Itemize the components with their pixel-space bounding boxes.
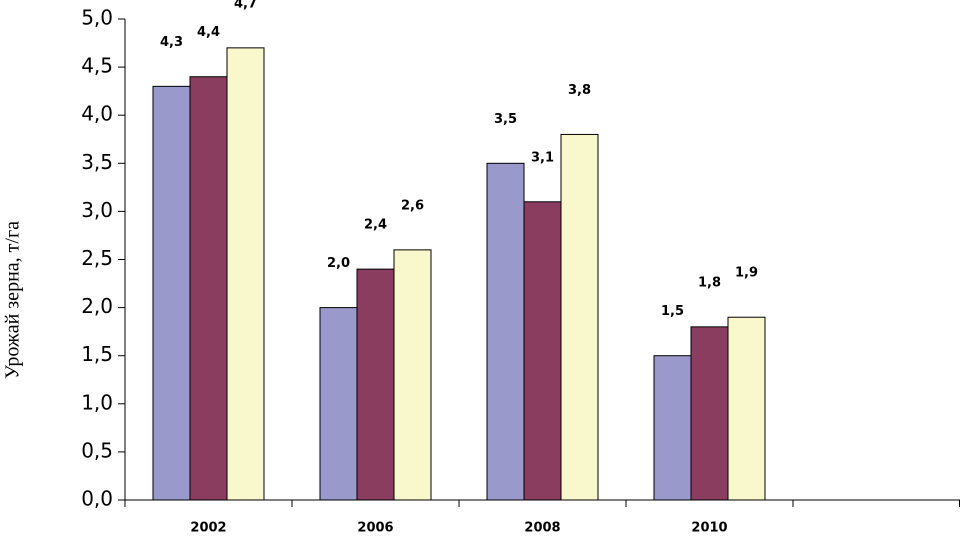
y-tick-label: 2,5	[81, 246, 113, 270]
value-label: 3,8	[568, 83, 591, 98]
value-label: 2,6	[401, 198, 424, 213]
value-label: 2,4	[364, 218, 387, 233]
value-label: 4,3	[160, 35, 183, 50]
value-label: 1,8	[698, 275, 721, 290]
bar	[393, 249, 432, 501]
bar	[486, 162, 525, 501]
bar	[356, 268, 395, 501]
y-axis-label: Урожай зерна, т/га	[2, 221, 24, 379]
x-tick-label: 2010	[691, 521, 727, 536]
y-tick-label: 3,5	[81, 150, 113, 174]
value-label: 4,4	[197, 25, 220, 40]
y-tick-label: 3,0	[81, 198, 113, 222]
bar	[690, 326, 729, 501]
bar	[189, 76, 228, 501]
value-label: 4,7	[234, 0, 257, 11]
bar	[560, 133, 599, 501]
y-tick-label: 5,0	[81, 6, 113, 30]
bar	[727, 316, 766, 501]
y-tick-label: 4,0	[81, 102, 113, 126]
bar	[226, 47, 265, 501]
bar	[653, 355, 692, 501]
y-tick-label: 1,5	[81, 342, 113, 366]
bar	[152, 85, 191, 501]
value-label: 2,0	[327, 256, 350, 271]
value-label: 1,9	[735, 266, 758, 281]
y-tick-label: 0,5	[81, 438, 113, 462]
value-label: 3,1	[531, 150, 554, 165]
y-tick-label: 4,5	[81, 54, 113, 78]
value-label: 3,5	[494, 112, 517, 127]
y-tick-label: 2,0	[81, 294, 113, 318]
value-label: 1,5	[661, 304, 684, 319]
y-tick-label: 1,0	[81, 390, 113, 414]
bar	[319, 307, 358, 501]
x-tick-label: 2008	[524, 521, 560, 536]
x-tick-label: 2002	[190, 521, 226, 536]
y-tick-label: 0,0	[81, 487, 113, 511]
x-tick-label: 2006	[357, 521, 393, 536]
bar	[523, 201, 562, 501]
